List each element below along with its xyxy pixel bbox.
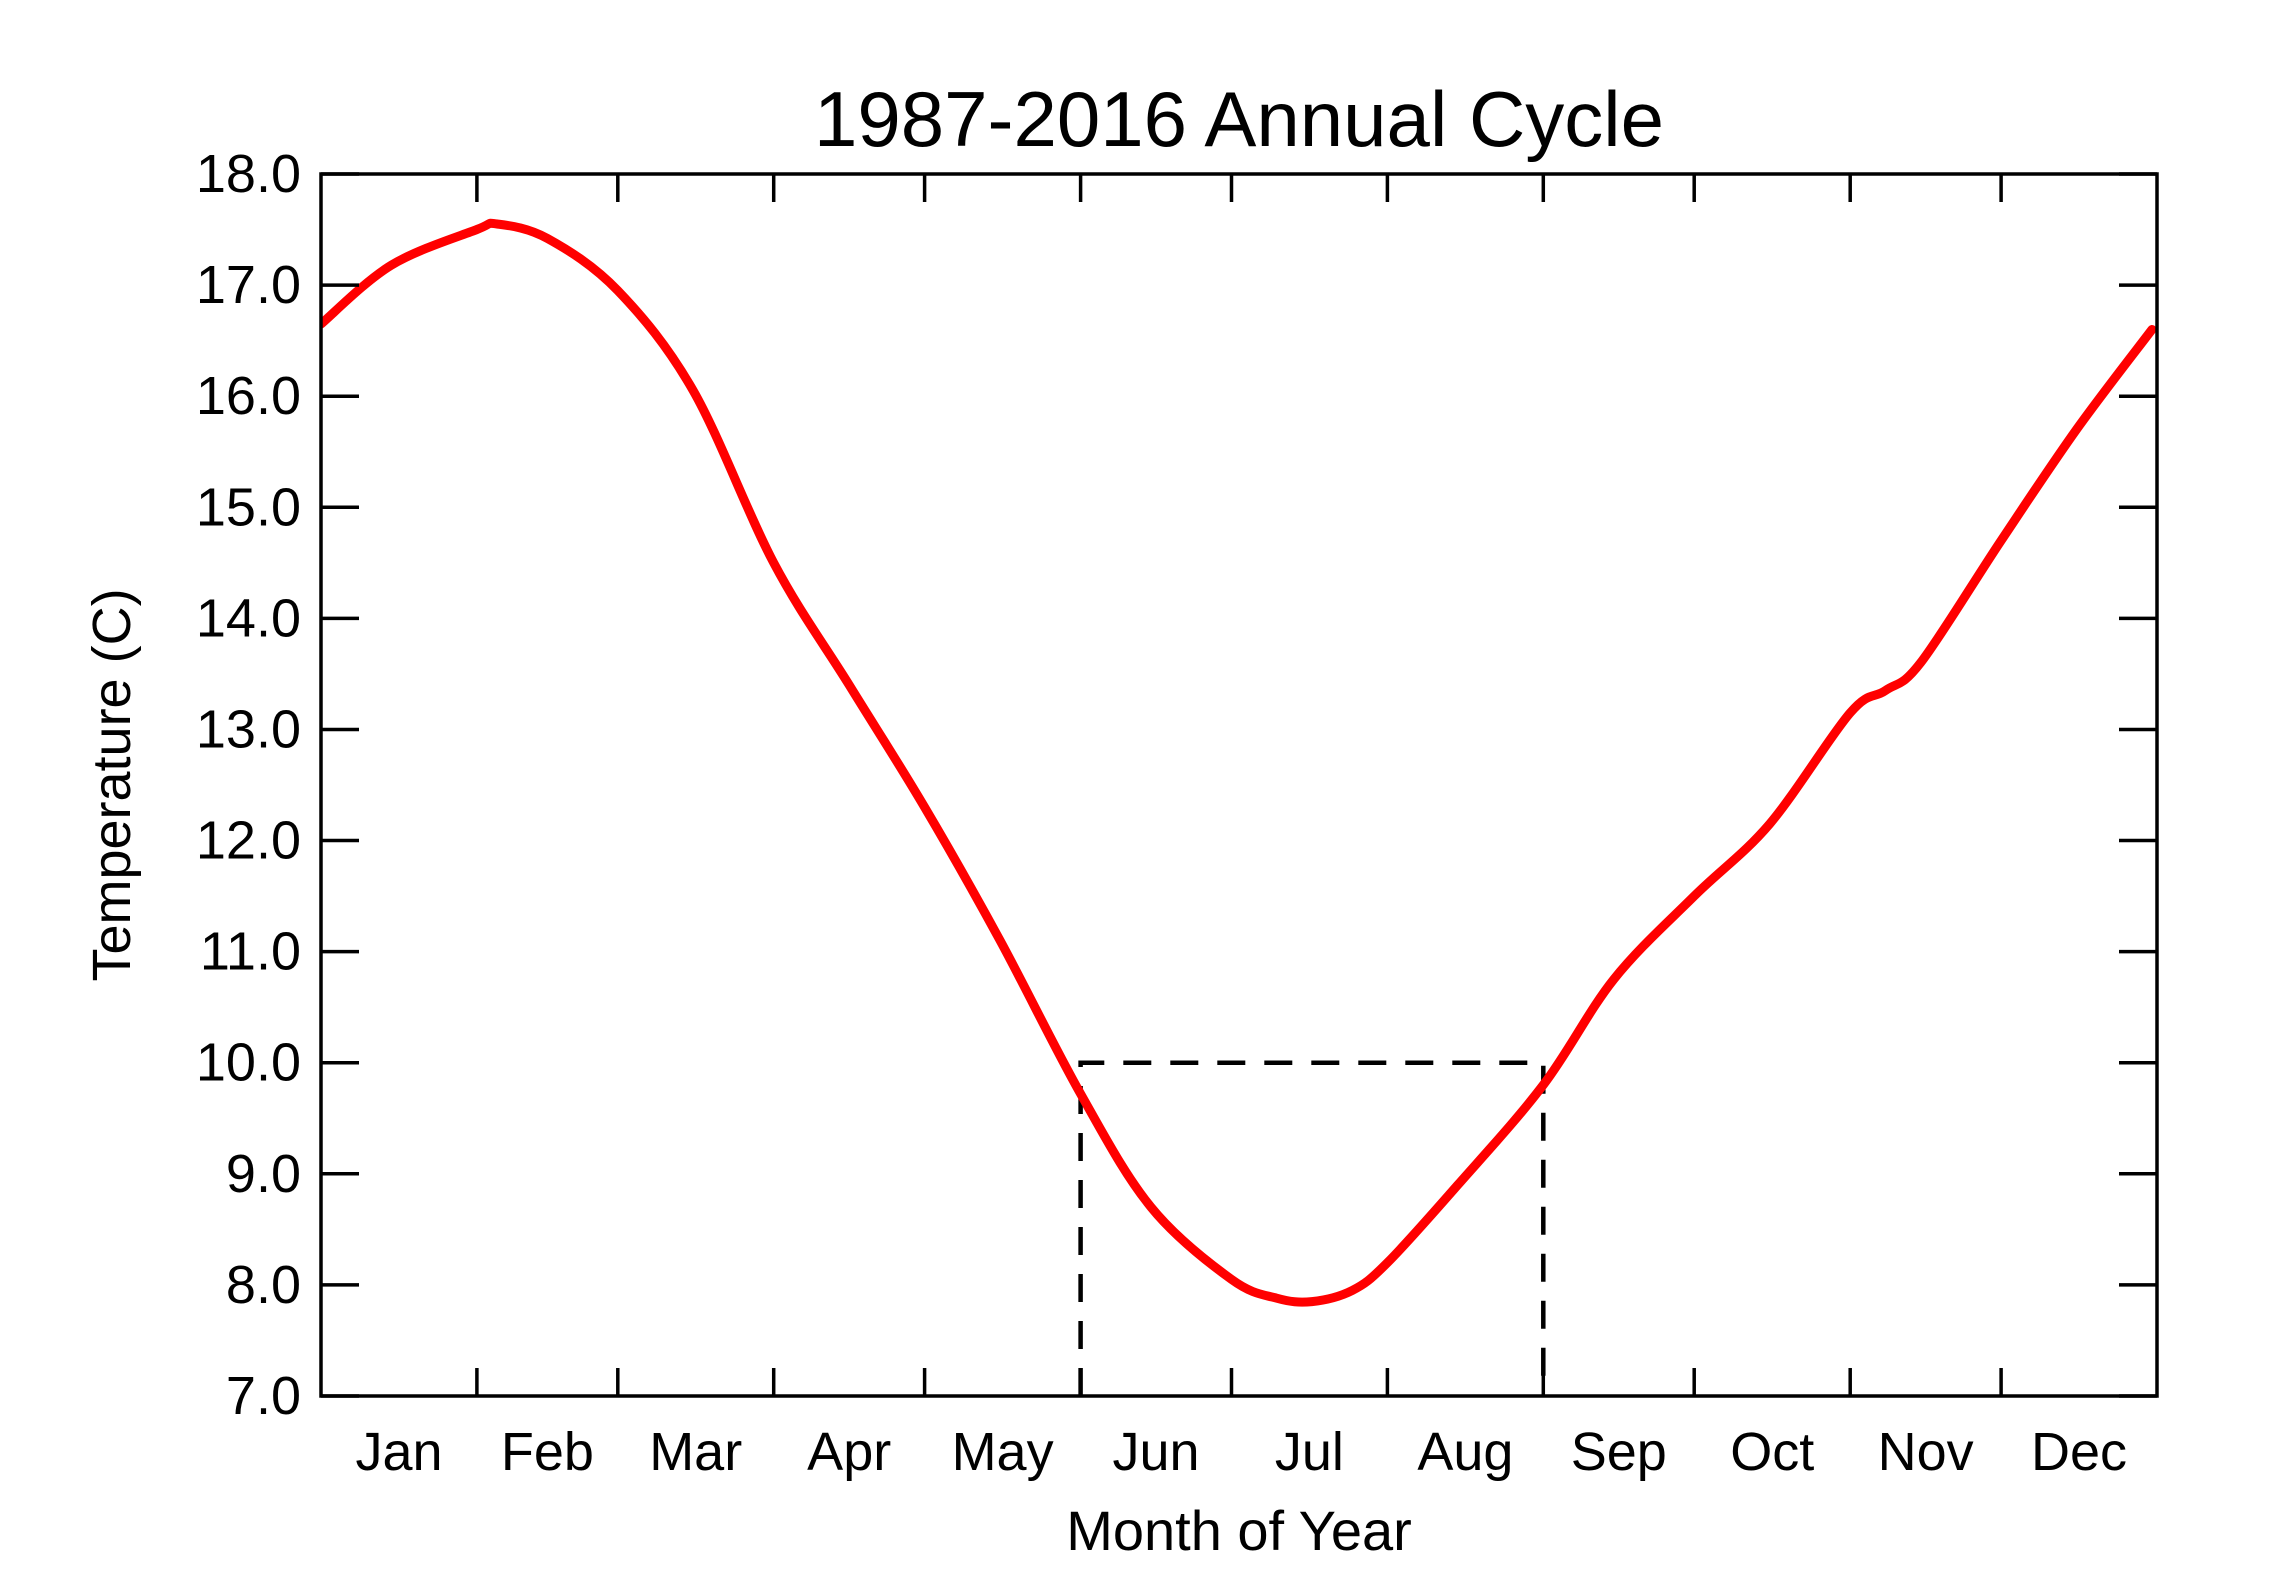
x-tick-label: Apr	[807, 1422, 891, 1482]
y-tick-label: 7.0	[226, 1366, 301, 1426]
y-tick-label: 18.0	[196, 144, 301, 204]
x-tick-label: Nov	[1878, 1422, 1974, 1482]
y-tick-label: 15.0	[196, 477, 301, 537]
plot-frame	[319, 172, 2159, 1398]
summer-season-box-dashed-outline	[1078, 1060, 1546, 1396]
y-tick-label: 17.0	[196, 255, 301, 315]
x-tick-label: Jan	[355, 1422, 442, 1482]
y-tick-label: 16.0	[196, 366, 301, 426]
annual-cycle-mean-temperature-curve	[321, 218, 2157, 1307]
y-axis-title: Temperature (C)	[82, 588, 142, 982]
x-tick-label: Feb	[501, 1422, 594, 1482]
x-tick-label: Aug	[1417, 1422, 1513, 1482]
y-tick-label: 12.0	[196, 811, 301, 871]
x-tick-label: Mar	[649, 1422, 742, 1482]
x-tick-label: Sep	[1571, 1422, 1667, 1482]
y-tick-label: 10.0	[196, 1033, 301, 1093]
x-tick-label: Dec	[2031, 1422, 2127, 1482]
x-tick-label: May	[952, 1422, 1054, 1482]
x-axis-title: Month of Year	[1066, 1499, 1412, 1562]
x-tick-label: Jul	[1275, 1422, 1344, 1482]
x-tick-label: Jun	[1112, 1422, 1199, 1482]
y-tick-label: 9.0	[226, 1144, 301, 1204]
y-tick-label: 8.0	[226, 1255, 301, 1315]
chart-title: 1987-2016 Annual Cycle	[814, 75, 1664, 163]
y-tick-label: 11.0	[200, 922, 301, 982]
y-tick-label: 14.0	[196, 588, 301, 648]
y-tick-label: 13.0	[196, 700, 301, 760]
x-tick-label: Oct	[1730, 1422, 1814, 1482]
